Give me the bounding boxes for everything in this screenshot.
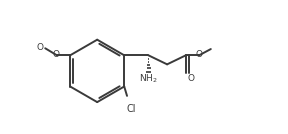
Text: NH$_2$: NH$_2$ <box>139 73 158 85</box>
Text: O: O <box>196 51 203 59</box>
Text: O: O <box>187 74 194 83</box>
Text: O: O <box>53 50 60 59</box>
Text: Cl: Cl <box>126 104 136 114</box>
Text: O: O <box>37 43 44 52</box>
